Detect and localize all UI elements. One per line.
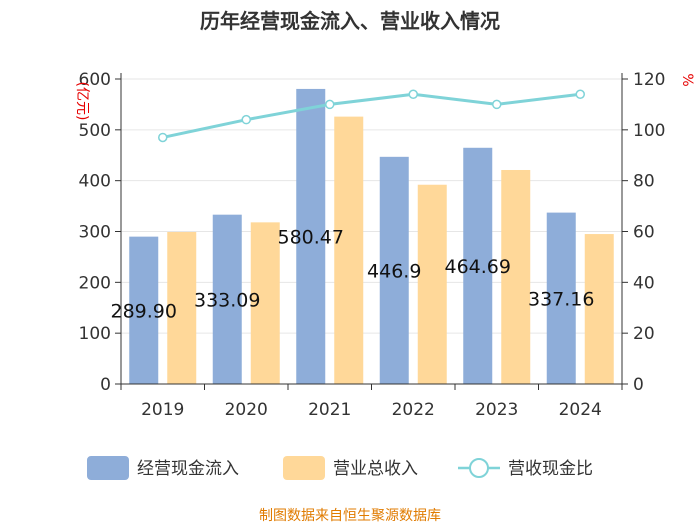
ratio-point [158,132,168,143]
x-tick-label: 2022 [392,400,435,420]
ratio-polyline [162,92,581,139]
left-tick-label: 600 [79,70,111,90]
revenue-bar [417,184,447,384]
revenue-bar [501,169,531,384]
cash-inflow-bar [546,212,576,384]
cash-inflow-bar [296,88,326,385]
ratio-point [408,89,418,99]
right-axis-unit: % [679,73,695,86]
x-tick-label: 2021 [308,400,351,420]
ratio-point [575,89,585,99]
legend-swatch-cash-inflow [87,456,129,480]
data-label: 446.9 [367,260,421,282]
right-tick-label: 40 [633,273,655,293]
x-tick-label: 2023 [475,400,518,420]
ratio-point [492,99,502,110]
legend-swatch-revenue [283,456,325,480]
revenue-bar [584,234,614,384]
source-note: 制图数据来自恒生聚源数据库 [259,508,441,524]
left-axis-unit: (亿元) [74,82,90,121]
revenue-bar [250,222,280,384]
data-label: 333.09 [194,289,260,311]
right-tick-label: 80 [633,172,655,192]
cash-inflow-bar [463,147,493,384]
left-tick-label: 400 [79,172,111,192]
x-tick-label: 2020 [225,400,268,420]
legend-label-revenue: 营业总收入 [333,459,418,479]
revenue-bar [334,116,364,384]
right-tick-label: 120 [633,70,665,90]
bars [129,88,614,385]
right-tick-label: 100 [633,121,665,141]
revenue-bar [167,232,197,384]
left-tick-label: 100 [79,324,111,344]
axes: 0 100 200 300 400 500 600 0 20 40 60 80 100 120 (亿元)% 2… [74,70,695,420]
cash-inflow-bar [212,214,242,384]
x-tick-label: 2024 [559,400,602,420]
cash-inflow-bar [129,236,159,384]
left-tick-label: 300 [79,223,111,243]
x-tick-label: 2019 [141,400,184,420]
cash-inflow-bar [379,156,409,384]
data-labels: 289.90 333.09 580.47 446.9 464.69 337.16 [111,226,595,322]
legend-label-cash-inflow: 经营现金流入 [137,459,239,479]
ratio-point [325,99,335,110]
legend-label-ratio: 营收现金比 [508,459,593,479]
data-label: 337.16 [528,288,594,310]
chart-title: 历年经营现金流入、营业收入情况 [200,9,500,33]
left-tick-label: 500 [79,121,111,141]
right-tick-label: 0 [633,375,644,395]
legend: 经营现金流入 营业总收入 营收现金比 [87,456,593,480]
data-label: 464.69 [445,256,511,278]
data-label: 580.47 [278,226,344,248]
ratio-point [241,114,251,125]
legend-swatch-ratio-marker [469,458,489,478]
ratio-line [158,89,585,143]
right-tick-label: 20 [633,324,655,344]
right-tick-label: 60 [633,223,655,243]
left-tick-label: 0 [100,375,111,395]
left-tick-label: 200 [79,273,111,293]
data-label: 289.90 [111,300,177,322]
